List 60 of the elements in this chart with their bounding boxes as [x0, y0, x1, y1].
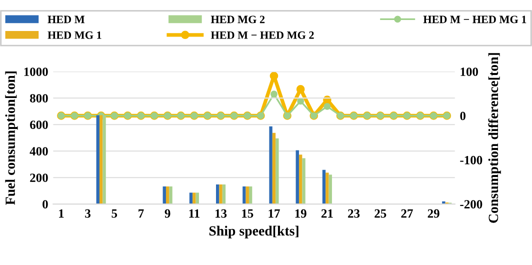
x-tick-label: 11: [189, 209, 200, 218]
y-tick-label: 200: [30, 174, 48, 182]
point: [296, 85, 305, 94]
legend-label: HED MG 2: [210, 16, 265, 24]
y2-tick-label: -100: [460, 156, 482, 164]
x-tick-label: 25: [374, 209, 386, 218]
legend-label: HED MG 1: [48, 31, 102, 39]
x-tick-label: 9: [164, 209, 170, 218]
x-tick-label: 29: [428, 209, 440, 218]
legend-label: HED M − HED MG 2: [210, 31, 314, 39]
y2-tick-label: 100: [460, 68, 478, 76]
bar: [219, 184, 222, 204]
x-axis-title: Ship speed[kts]: [209, 226, 298, 238]
bar: [269, 126, 272, 204]
bar: [328, 174, 332, 204]
x-tick-label: 27: [401, 209, 413, 218]
x-tick-label: 13: [216, 209, 227, 218]
y2-axis-title: Consumption difference[ton]: [488, 53, 501, 223]
bar: [96, 115, 100, 204]
bar: [166, 186, 170, 204]
bar: [276, 138, 279, 204]
x-tick-label: 15: [242, 209, 254, 218]
bar: [222, 184, 226, 204]
x-tick-label: 5: [112, 209, 118, 218]
bar: [326, 172, 329, 204]
bar: [162, 186, 166, 204]
bar: [296, 150, 299, 204]
bar: [196, 192, 199, 204]
x-tick-label: 21: [321, 209, 333, 218]
y-tick-label: 800: [30, 94, 48, 103]
bar: [248, 186, 252, 204]
x-tick-label: 3: [85, 209, 90, 218]
bar: [302, 158, 306, 204]
y2-tick-label: 0: [460, 112, 466, 120]
bar: [242, 186, 246, 204]
bar: [272, 132, 276, 204]
bar: [192, 192, 196, 204]
bar: [189, 192, 193, 204]
bar: [169, 186, 172, 204]
x-tick-label: 17: [268, 209, 280, 218]
bar: [99, 115, 103, 204]
y2-tick-label: -200: [460, 200, 482, 209]
bar: [246, 186, 249, 204]
bar: [322, 170, 326, 204]
bar: [298, 154, 302, 204]
y-tick-label: 600: [30, 120, 48, 130]
point: [270, 90, 278, 98]
point: [297, 98, 304, 105]
point: [324, 102, 331, 110]
y-axis-title: Fuel consumption[ton]: [5, 72, 18, 205]
legend-label: HED M: [48, 16, 85, 24]
y-tick-label: 0: [42, 200, 48, 209]
x-tick-label: 23: [348, 209, 360, 218]
x-tick-label: 1: [59, 209, 64, 218]
x-tick-label: 7: [138, 209, 144, 218]
legend-label: HED M − HED MG 1: [423, 16, 526, 24]
x-tick-label: 19: [295, 209, 306, 218]
bar: [216, 184, 220, 204]
y-tick-label: 400: [30, 147, 48, 156]
y-tick-label: 1000: [24, 68, 48, 76]
